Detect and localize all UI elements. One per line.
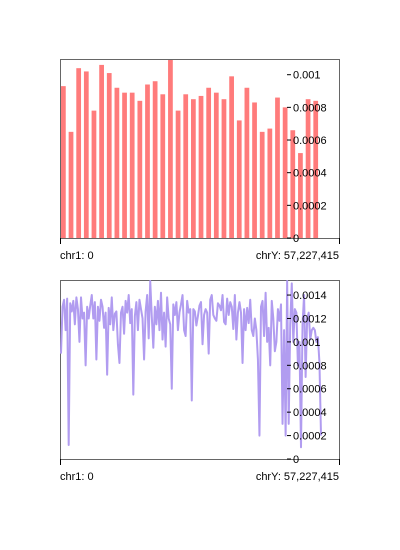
bar: [267, 128, 273, 238]
bar-y-axis: 0.001 0.0008 0.0006 0.0004 0.0002 0: [287, 70, 327, 245]
line-y-axis: 0.0014 0.0012 0.001 0.0008 0.0006 0.0004 0.000…: [287, 290, 327, 466]
line-y-tick-label: 0.0014: [293, 290, 327, 302]
line-y-tick-label: 0.0002: [293, 431, 327, 443]
bar-chart-frame: [60, 59, 340, 239]
bar: [206, 87, 212, 238]
bar: [290, 130, 296, 238]
bar: [198, 95, 204, 239]
bar: [213, 92, 219, 238]
bar-x-start-label: chr1: 0: [60, 250, 94, 262]
bar-x-end-label: chrY: 57,227,415: [256, 250, 339, 262]
bar-y-tick-label: 0.0008: [293, 102, 327, 114]
bar: [114, 87, 120, 238]
bar-y-tick-label: 0: [293, 233, 299, 245]
line-y-tick-label: 0.001: [293, 337, 321, 349]
bar: [106, 73, 112, 238]
bar: [221, 99, 227, 238]
bar: [152, 81, 158, 238]
bar: [168, 60, 173, 238]
bar-y-tick-label: 0.0004: [293, 168, 327, 180]
line-chart-panel: 0.0014 0.0012 0.001 0.0008 0.0006 0.0004 0.000…: [60, 280, 340, 483]
line-y-tick-label: 0.0008: [293, 360, 327, 372]
line-x-start-label: chr1: 0: [60, 471, 94, 483]
line-y-tick-label: 0.0004: [293, 407, 327, 419]
line-y-tick-label: 0: [293, 454, 299, 466]
bar: [91, 110, 97, 238]
bar: [236, 120, 242, 238]
bar: [175, 110, 181, 238]
bar-y-tick-label: 0.0006: [293, 135, 327, 147]
bar: [137, 100, 143, 238]
bar: [282, 107, 288, 238]
bar: [313, 100, 319, 238]
bar: [305, 99, 311, 238]
bar: [183, 94, 189, 238]
bar: [145, 84, 150, 238]
bar: [122, 92, 127, 238]
bar-y-tick-label: 0.001: [293, 70, 321, 82]
bar: [99, 64, 104, 239]
line-x-end-label: chrY: 57,227,415: [256, 471, 339, 483]
bar: [229, 76, 234, 238]
bar-y-tick-label: 0.0002: [293, 200, 327, 212]
bar: [298, 153, 303, 238]
bar: [259, 131, 265, 238]
line-y-tick-label: 0.0006: [293, 384, 327, 396]
bar: [160, 94, 166, 238]
bar: [244, 87, 250, 238]
bar: [68, 131, 74, 238]
bar: [275, 97, 280, 238]
bar: [252, 102, 257, 239]
bar: [191, 99, 196, 238]
line-chart-frame: [60, 280, 340, 460]
bar-series: [61, 60, 319, 239]
line-series: [60, 280, 322, 449]
bar: [61, 86, 66, 238]
line-y-tick-label: 0.0012: [293, 313, 327, 325]
bar: [83, 71, 89, 239]
bar: [76, 68, 82, 238]
bar: [129, 92, 135, 238]
bar-chart-panel: 0.001 0.0008 0.0006 0.0004 0.0002 0 chr1: 0 c…: [60, 59, 340, 262]
